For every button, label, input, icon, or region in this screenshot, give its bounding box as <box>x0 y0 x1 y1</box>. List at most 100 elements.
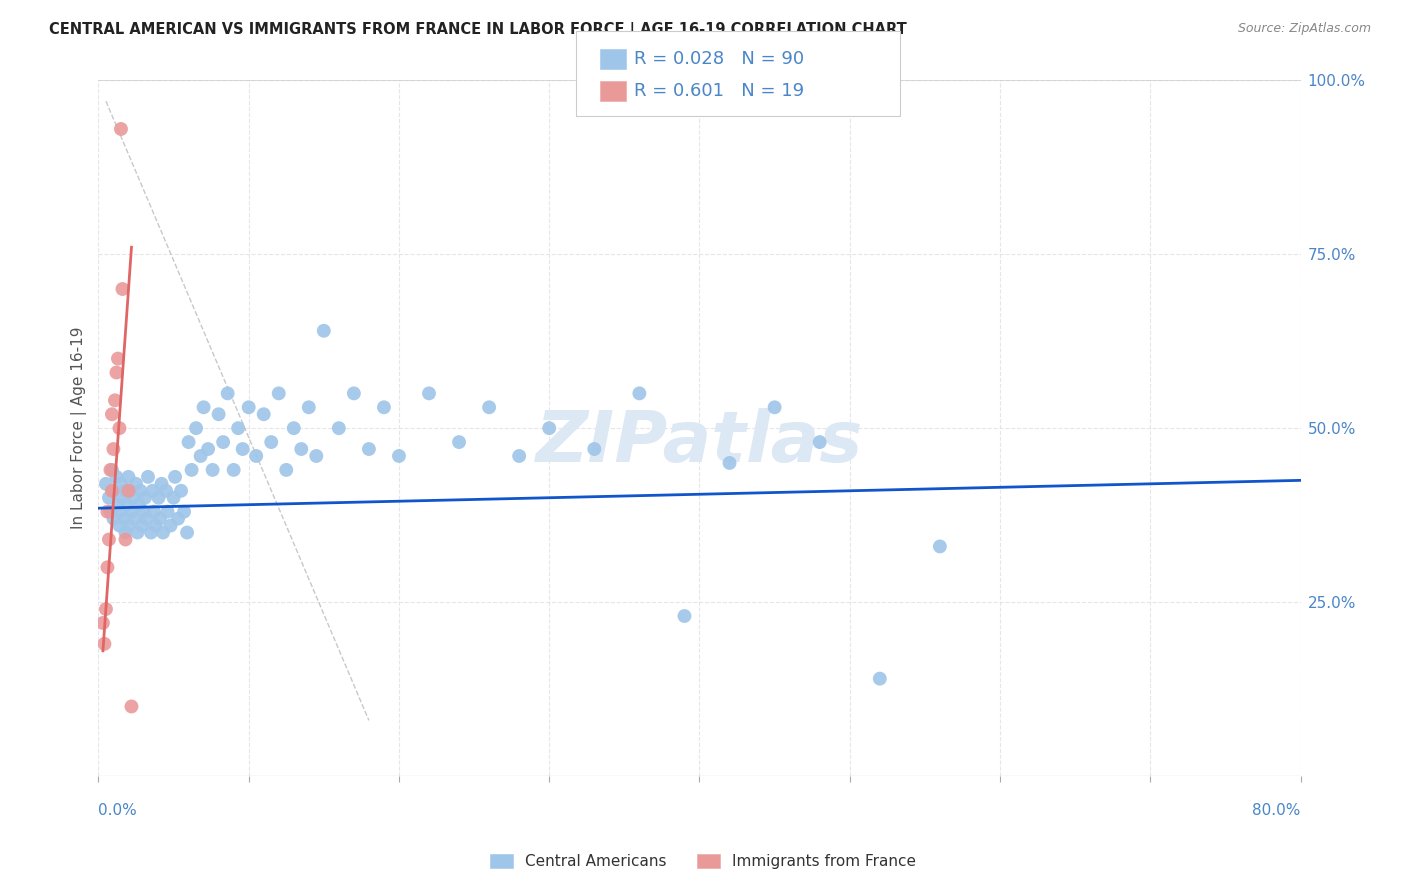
Point <box>152 525 174 540</box>
Y-axis label: In Labor Force | Age 16-19: In Labor Force | Age 16-19 <box>72 326 87 530</box>
Point <box>111 491 134 505</box>
Point <box>103 511 125 525</box>
Point <box>184 421 207 435</box>
Point <box>94 602 117 616</box>
Point <box>253 407 276 421</box>
Point <box>117 470 139 484</box>
Point <box>101 463 124 477</box>
Point <box>193 401 215 415</box>
Point <box>121 699 143 714</box>
Point <box>201 463 224 477</box>
Point <box>110 122 132 136</box>
Point <box>232 442 254 456</box>
Point <box>93 637 115 651</box>
Point <box>180 463 202 477</box>
Point <box>388 449 411 463</box>
Point <box>111 282 134 296</box>
Text: 0.0%: 0.0% <box>98 803 138 818</box>
Point <box>105 366 128 380</box>
Legend: Central Americans, Immigrants from France: Central Americans, Immigrants from Franc… <box>484 848 922 875</box>
Text: ZIPatlas: ZIPatlas <box>536 408 863 476</box>
Point <box>217 386 239 401</box>
Point <box>103 442 125 456</box>
Point <box>283 421 305 435</box>
Point <box>125 476 148 491</box>
Point <box>155 483 177 498</box>
Point <box>149 511 172 525</box>
Text: R = 0.028   N = 90: R = 0.028 N = 90 <box>634 50 804 68</box>
Point <box>112 511 135 525</box>
Point <box>136 470 159 484</box>
Point <box>114 525 136 540</box>
Point <box>245 449 267 463</box>
Point <box>673 609 696 624</box>
Point <box>418 386 440 401</box>
Point <box>110 505 132 519</box>
Point <box>718 456 741 470</box>
Point <box>117 518 139 533</box>
Point <box>91 615 114 630</box>
Point <box>156 505 179 519</box>
Point <box>373 401 395 415</box>
Point <box>127 525 149 540</box>
Text: CENTRAL AMERICAN VS IMMIGRANTS FROM FRANCE IN LABOR FORCE | AGE 16-19 CORRELATIO: CENTRAL AMERICAN VS IMMIGRANTS FROM FRAN… <box>49 22 907 38</box>
Point <box>96 560 118 574</box>
Point <box>298 401 321 415</box>
Point <box>107 351 129 366</box>
Point <box>162 491 184 505</box>
Point <box>305 449 328 463</box>
Point <box>150 476 173 491</box>
Point <box>508 449 530 463</box>
Point <box>447 435 470 450</box>
Point <box>583 442 606 456</box>
Point <box>170 483 193 498</box>
Point <box>869 672 891 686</box>
Point <box>134 491 156 505</box>
Text: R = 0.601   N = 19: R = 0.601 N = 19 <box>634 82 804 100</box>
Point <box>129 483 152 498</box>
Point <box>290 442 312 456</box>
Point <box>167 511 190 525</box>
Point <box>141 483 163 498</box>
Point <box>165 470 187 484</box>
Point <box>121 505 143 519</box>
Point <box>114 533 136 547</box>
Point <box>190 449 212 463</box>
Point <box>148 491 170 505</box>
Point <box>808 435 831 450</box>
Point <box>132 505 155 519</box>
Point <box>108 421 131 435</box>
Point <box>328 421 350 435</box>
Text: 80.0%: 80.0% <box>1253 803 1301 818</box>
Point <box>122 491 145 505</box>
Point <box>628 386 651 401</box>
Point <box>115 498 138 512</box>
Point <box>110 476 132 491</box>
Point <box>343 386 366 401</box>
Point <box>128 498 150 512</box>
Point <box>173 505 195 519</box>
Point <box>97 491 120 505</box>
Point <box>159 518 181 533</box>
Point <box>105 470 128 484</box>
Point <box>108 518 131 533</box>
Point <box>114 483 136 498</box>
Point <box>145 518 167 533</box>
Point <box>118 483 141 498</box>
Point <box>103 483 125 498</box>
Point <box>276 463 298 477</box>
Point <box>100 463 122 477</box>
Point <box>94 476 117 491</box>
Point <box>312 324 335 338</box>
Point <box>101 483 124 498</box>
Text: Source: ZipAtlas.com: Source: ZipAtlas.com <box>1237 22 1371 36</box>
Point <box>222 463 245 477</box>
Point <box>267 386 290 401</box>
Point <box>104 393 127 408</box>
Point <box>96 505 118 519</box>
Point <box>107 498 129 512</box>
Point <box>97 533 120 547</box>
Point <box>177 435 200 450</box>
Point <box>135 511 157 525</box>
Point <box>929 540 952 554</box>
